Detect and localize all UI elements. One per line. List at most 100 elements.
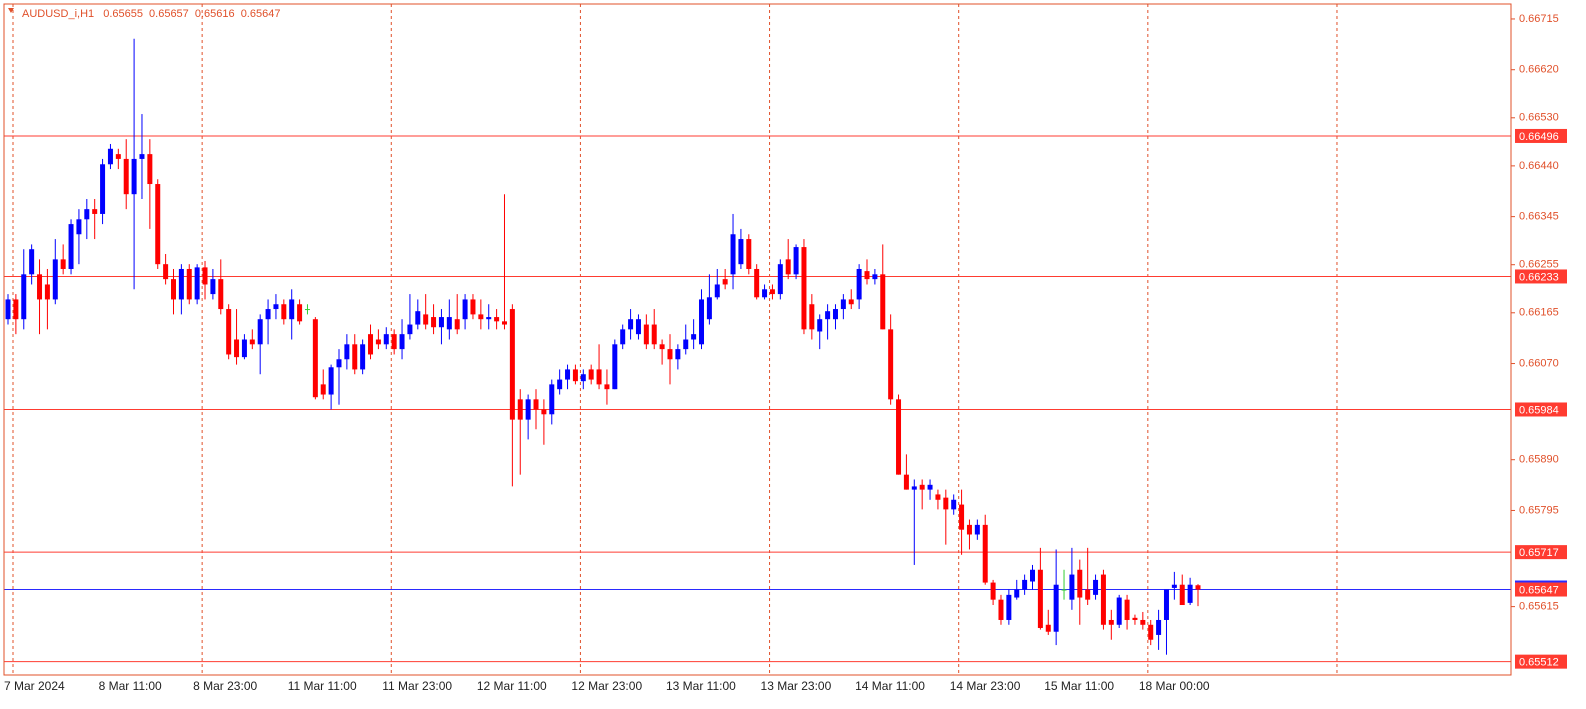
candle-body (60, 259, 66, 269)
candle-body (170, 279, 176, 300)
candle-body (1014, 589, 1020, 598)
candle-body (620, 329, 626, 345)
candle-body (1187, 584, 1193, 603)
chart-header: AUDUSD_i,H1 0.65655 0.65657 0.65616 0.65… (22, 8, 280, 20)
y-tick-label: 0.66620 (1519, 64, 1559, 76)
candle-body (628, 319, 634, 330)
axis: 7 Mar 2024 8 Mar 11:00 8 Mar 23:00 11 Mar 1… (4, 13, 1567, 693)
x-tick-label: 13 Mar 23:00 (761, 679, 832, 693)
candle-body (982, 524, 988, 583)
candle-body (691, 334, 697, 340)
candle-body (100, 164, 106, 214)
candle-body (234, 339, 240, 358)
candle-body (92, 209, 98, 214)
candle-body (76, 219, 82, 235)
level-label: 0.65717 (1519, 547, 1559, 559)
candle-body (52, 259, 58, 300)
candle-body (1022, 579, 1028, 590)
candle-body (226, 309, 232, 355)
candle-body (1171, 584, 1177, 588)
x-tick-label: 11 Mar 11:00 (288, 679, 357, 693)
candle-body (344, 344, 350, 360)
candle-body (525, 399, 531, 420)
candle-body (44, 284, 50, 300)
level-label-box (1515, 654, 1567, 669)
candle-body (470, 299, 476, 315)
candle-body (431, 317, 437, 328)
candle-body (612, 344, 618, 390)
candle-body (746, 239, 752, 269)
candle-body (896, 399, 902, 475)
candle-body (1093, 579, 1099, 595)
candle-body (1037, 569, 1043, 628)
candle-body (147, 154, 153, 185)
candle-body (809, 304, 815, 330)
header-high: 0.65657 (149, 8, 189, 20)
level-label-box (1515, 545, 1567, 560)
candle-body (675, 349, 681, 360)
candle-body (1053, 584, 1059, 632)
candle-body (966, 524, 972, 535)
candle-body (368, 334, 374, 355)
candle-body (415, 311, 421, 325)
candle-body (699, 299, 705, 345)
level-label: 0.65512 (1519, 657, 1559, 669)
candle-body (738, 239, 744, 265)
candle-body (872, 274, 878, 280)
candle-body (888, 329, 894, 400)
x-tick-label: 18 Mar 00:00 (1139, 679, 1210, 693)
candle-body (407, 324, 413, 335)
candle-body (533, 399, 539, 410)
candle-body (864, 271, 870, 280)
price-label-box (1515, 582, 1567, 597)
level-label-box (1515, 402, 1567, 417)
level-label: 0.66233 (1519, 271, 1559, 283)
candle-body (202, 267, 208, 285)
candle-body (1148, 624, 1154, 640)
candle-body (825, 311, 831, 320)
candle-body (604, 384, 610, 390)
candle-body (785, 259, 791, 275)
candle-body (1156, 619, 1162, 635)
x-tick-label: 8 Mar 11:00 (99, 679, 162, 693)
candle-body (186, 268, 192, 300)
candle-body (289, 299, 295, 320)
y-tick-label: 0.65795 (1519, 504, 1559, 516)
candle-body (565, 369, 571, 380)
candle-body (793, 247, 799, 275)
candle-body (501, 321, 507, 325)
candle-body (580, 374, 586, 382)
candle-body (722, 279, 728, 285)
x-tick-label: 12 Mar 11:00 (477, 679, 547, 693)
candle-body (123, 158, 129, 195)
candle-body (683, 339, 689, 350)
candle-body (643, 324, 649, 345)
candle-body (37, 274, 43, 300)
candle-body (360, 344, 366, 370)
candle-body (328, 367, 334, 395)
y-tick-label: 0.65890 (1519, 454, 1559, 466)
candle-body (549, 384, 555, 415)
x-tick-label: 13 Mar 11:00 (666, 679, 736, 693)
candle-body (801, 247, 807, 330)
candle-body (218, 279, 224, 310)
candle-body (273, 304, 279, 310)
candle-body (478, 314, 484, 320)
candle-body (462, 299, 468, 320)
candle-body (1077, 569, 1083, 598)
candle-body (139, 154, 145, 159)
candle-body (840, 299, 846, 310)
candle-body (635, 319, 641, 335)
candle-body (557, 379, 563, 390)
candle-body (13, 299, 19, 320)
candle-body (848, 299, 854, 305)
candle-body (588, 369, 594, 380)
candle-body (817, 319, 823, 332)
header-open: 0.65655 (103, 8, 143, 20)
candle-body (115, 154, 121, 159)
candle-body (706, 297, 712, 320)
candle-body (391, 334, 397, 350)
x-tick-label: 8 Mar 23:00 (193, 679, 257, 693)
